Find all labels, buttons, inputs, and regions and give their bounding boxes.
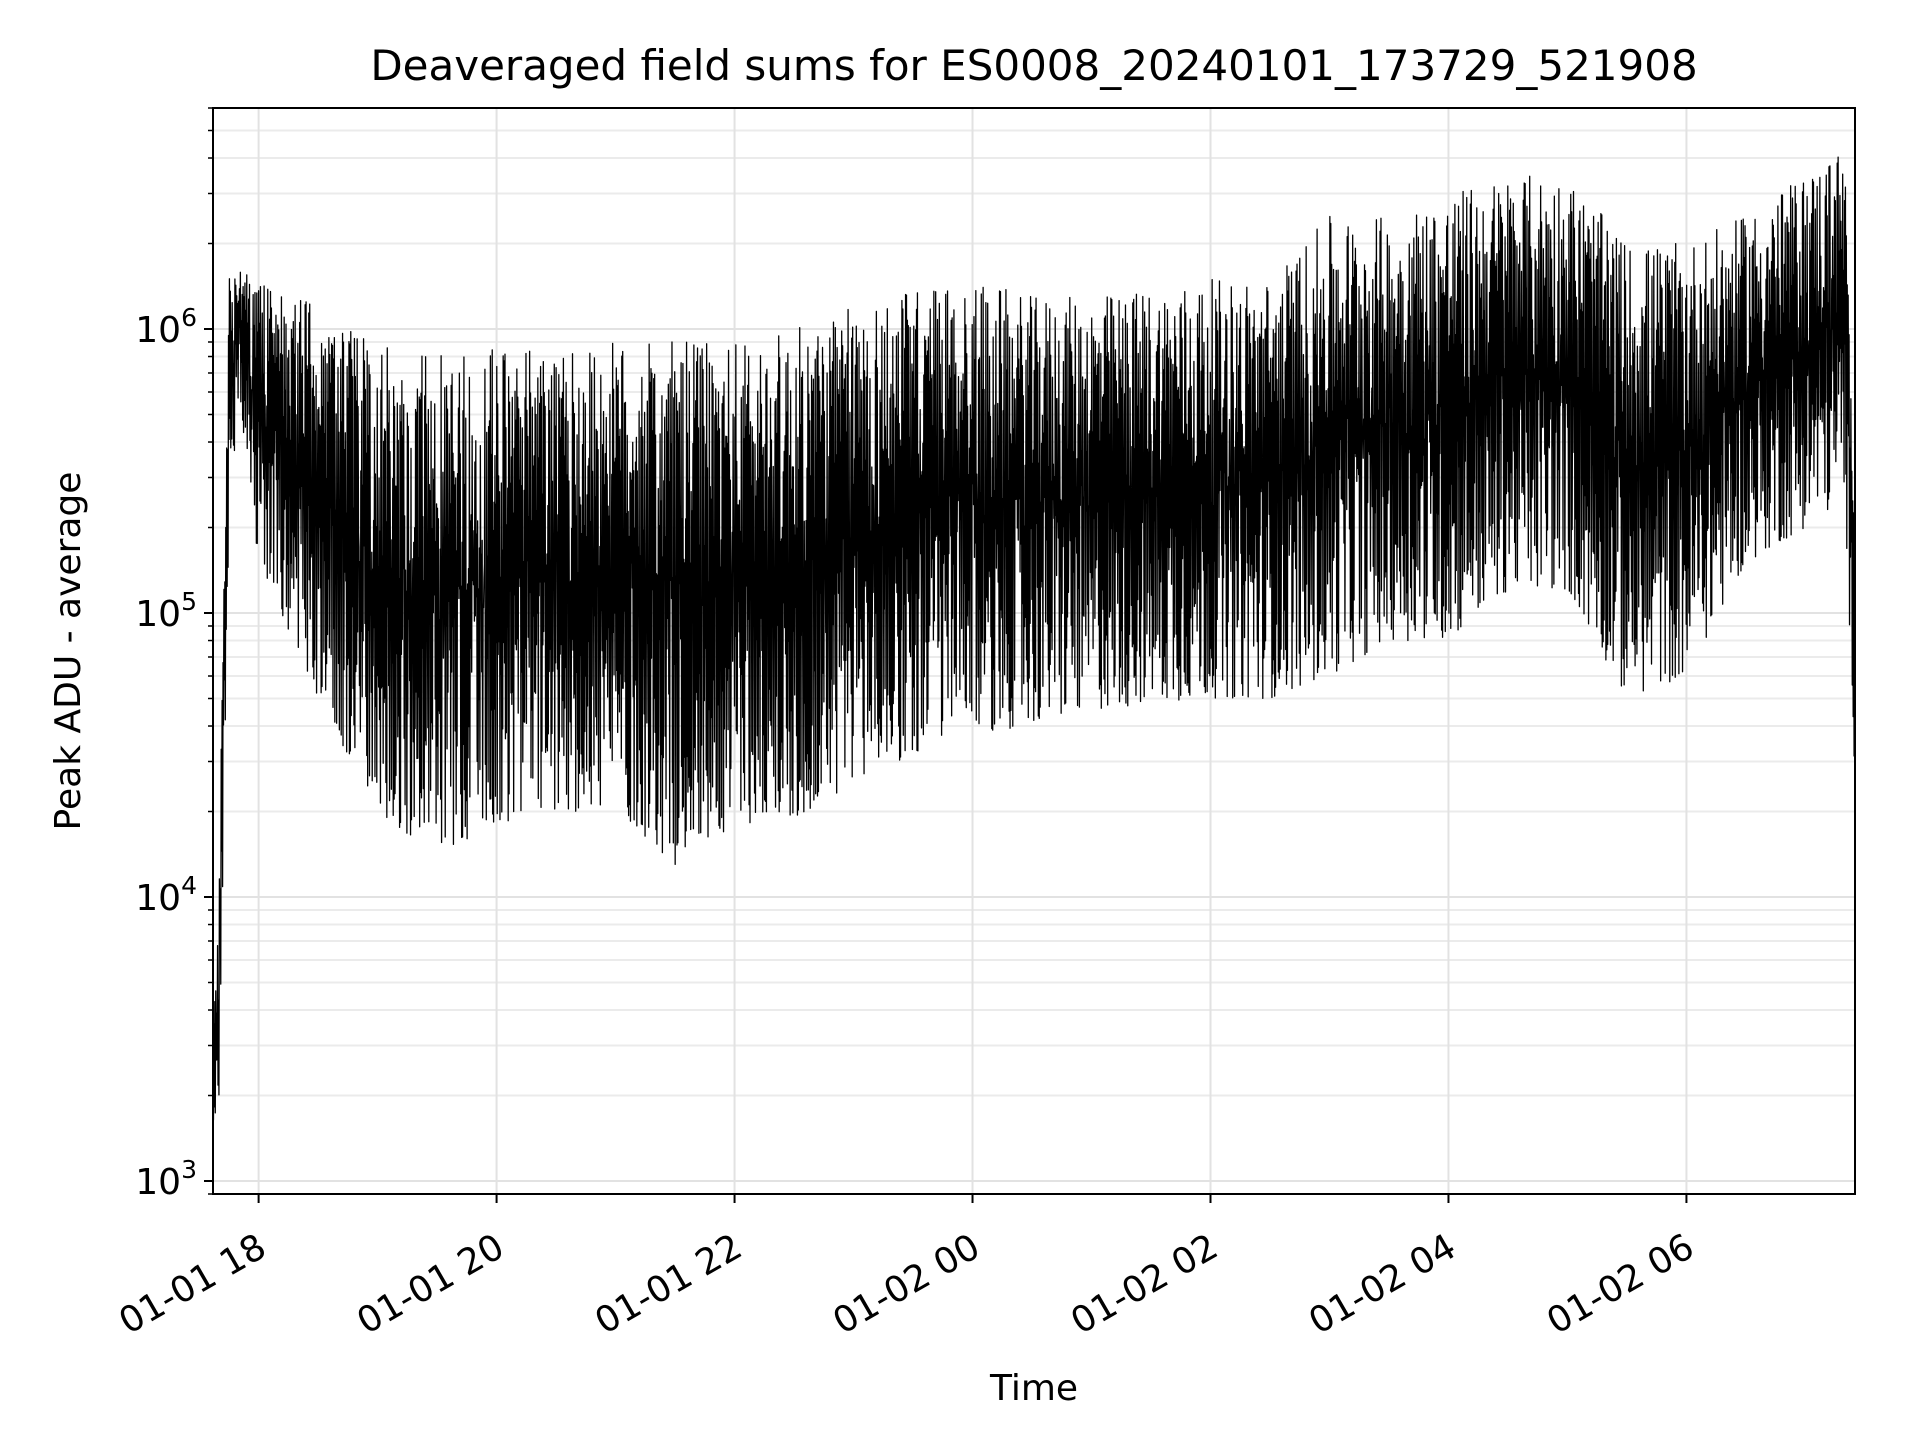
series-line bbox=[212, 156, 1856, 1121]
y-tick-exponent: 3 bbox=[181, 1155, 197, 1184]
y-tick-exponent: 5 bbox=[181, 587, 197, 616]
series-layer bbox=[212, 156, 1856, 1121]
y-tick-label: 105 bbox=[135, 587, 197, 635]
chart-title: Deaveraged field sums for ES0008_2024010… bbox=[370, 41, 1697, 90]
x-axis-label: Time bbox=[989, 1368, 1078, 1409]
plot-frame bbox=[212, 107, 1856, 1195]
y-tick-exponent: 4 bbox=[181, 871, 197, 900]
y-tick-exponent: 6 bbox=[181, 303, 197, 332]
y-axis-label: Peak ADU - average bbox=[48, 472, 89, 831]
